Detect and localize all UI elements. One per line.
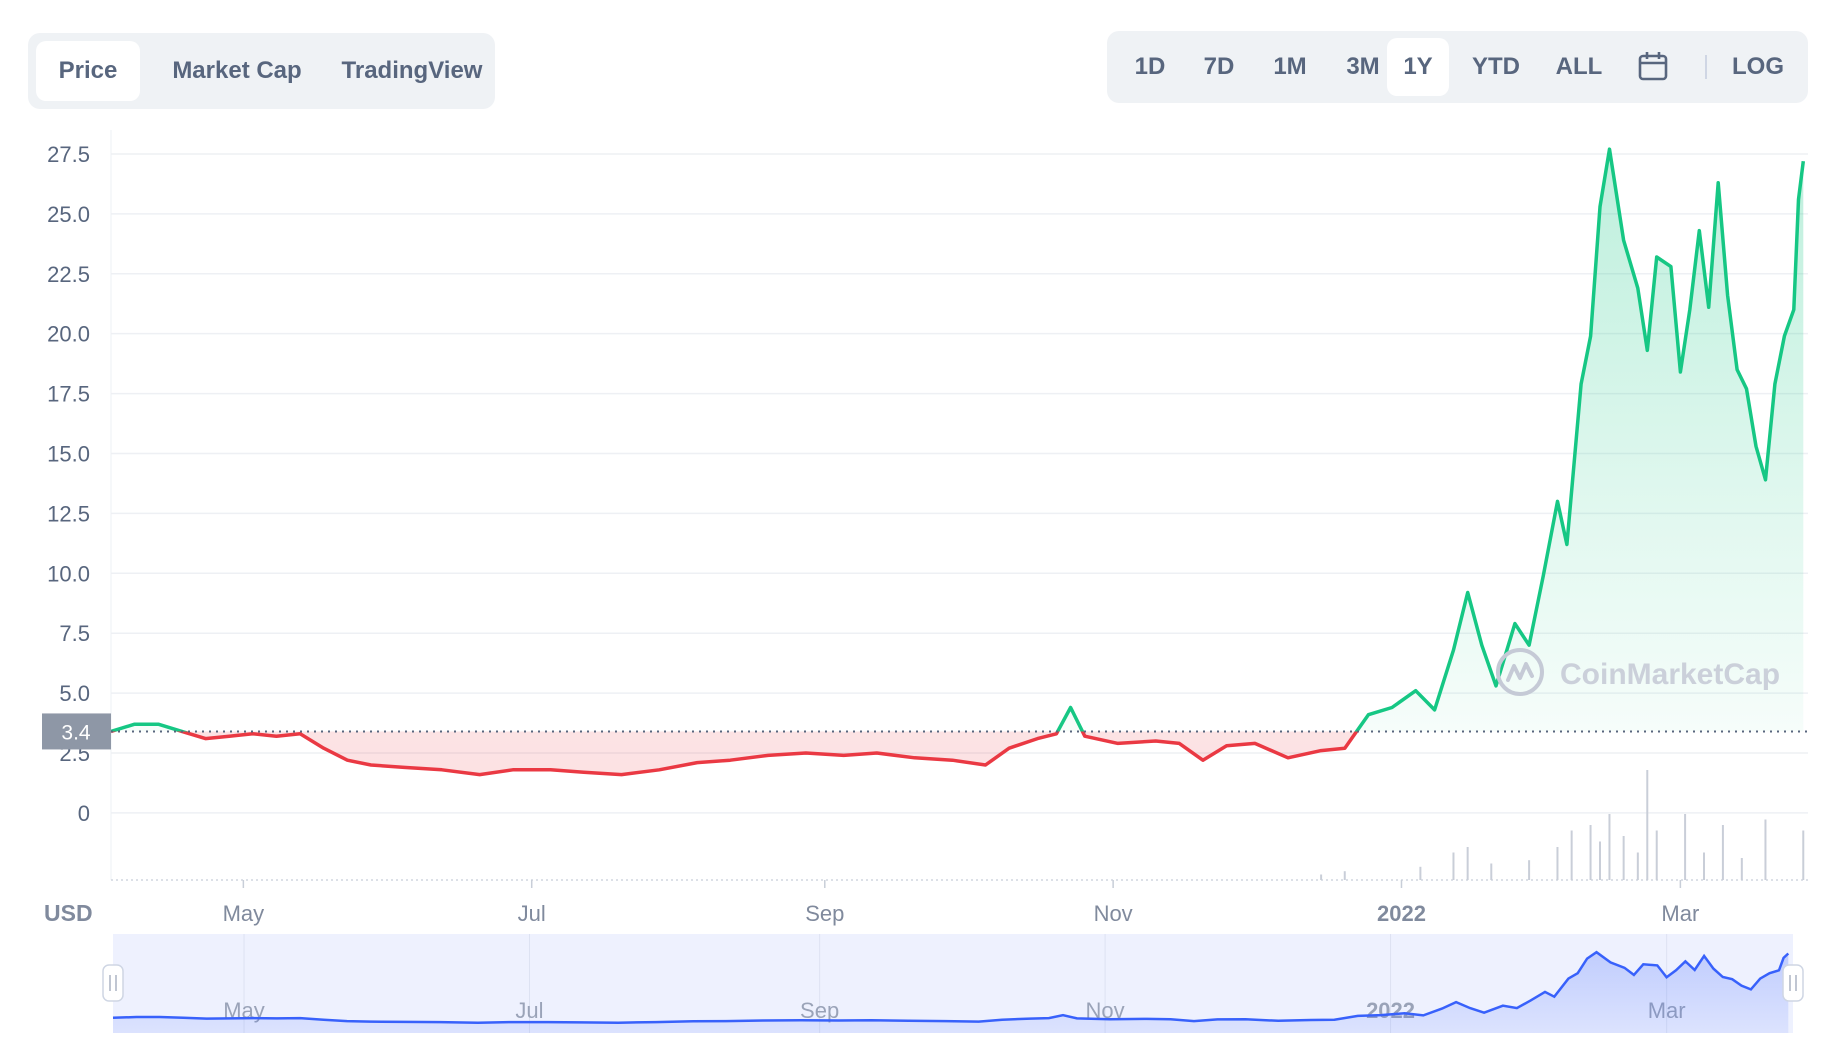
chart-type-tabs: Price Market Cap TradingView	[28, 33, 495, 109]
price-line-down	[111, 731, 1359, 777]
tab-tradingview[interactable]: TradingView	[341, 57, 483, 84]
y-tick-label: 0	[78, 801, 90, 826]
y-tick-label: 27.5	[47, 142, 90, 167]
price-area-up	[111, 149, 1804, 732]
time-range-tabs: 1D 7D 1M 3M 1Y YTD ALL LOG	[1107, 31, 1808, 103]
range-3m-button[interactable]: 3M	[1346, 53, 1380, 80]
baseline-label: 3.4	[61, 721, 91, 744]
y-tick-label: 20.0	[47, 322, 90, 347]
navigator-handle-left[interactable]	[102, 964, 124, 1002]
calendar-button[interactable]	[1623, 38, 1683, 96]
navigator-handle-right-grip[interactable]	[1782, 964, 1804, 1002]
watermark: CoinMarketCap	[1496, 648, 1780, 696]
range-7d-button[interactable]: 7D	[1203, 53, 1235, 80]
navigator-handle-left-grip[interactable]	[102, 964, 124, 1002]
x-tick-label: May	[223, 901, 265, 926]
toolbar-divider	[1705, 55, 1707, 79]
x-tick-label: Mar	[1661, 901, 1699, 926]
x-tick-label: 2022	[1377, 901, 1426, 926]
y-tick-label: 10.0	[47, 561, 90, 586]
y-tick-label: 12.5	[47, 501, 90, 526]
log-scale-button[interactable]: LOG	[1732, 53, 1784, 80]
watermark-text: CoinMarketCap	[1560, 658, 1780, 691]
navigator-area	[113, 952, 1789, 1033]
x-tick-label: Jul	[518, 901, 546, 926]
range-all-button[interactable]: ALL	[1555, 53, 1603, 80]
y-tick-label: 17.5	[47, 382, 90, 407]
baseline-label-box	[42, 713, 111, 750]
navigator-handle-right[interactable]	[1782, 964, 1804, 1002]
navigator-line	[112, 950, 1790, 1024]
y-tick-label: 22.5	[47, 262, 90, 287]
price-line-up	[110, 147, 1806, 732]
x-tick-label: Sep	[805, 901, 844, 926]
y-tick-label: 15.0	[47, 441, 90, 466]
range-1m-button[interactable]: 1M	[1273, 53, 1307, 80]
range-1y-button[interactable]: 1Y	[1387, 38, 1449, 96]
range-ytd-button[interactable]: YTD	[1472, 53, 1520, 80]
range-1d-button[interactable]: 1D	[1134, 53, 1166, 80]
tab-market-cap[interactable]: Market Cap	[172, 57, 302, 84]
tab-price[interactable]: Price	[36, 41, 140, 101]
x-tick-label: Nov	[1094, 901, 1133, 926]
y-tick-label: 25.0	[47, 202, 90, 227]
y-tick-label: 5.0	[59, 681, 90, 706]
navigator-x-tick-label: Sep	[800, 998, 839, 1023]
navigator-x-tick-label: Jul	[515, 998, 543, 1023]
y-tick-label: 7.5	[59, 621, 90, 646]
calendar-icon	[1638, 51, 1668, 80]
price-area-down	[182, 731, 1357, 775]
currency-label: USD	[44, 900, 93, 926]
